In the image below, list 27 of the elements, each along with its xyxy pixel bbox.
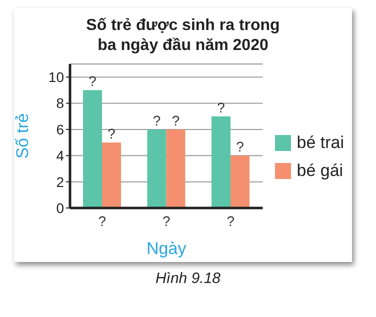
bar: [230, 156, 250, 208]
data-label: ?: [108, 126, 116, 142]
x-tick-label: ?: [226, 212, 235, 229]
chart-title: Số trẻ được sinh ra trong ba ngày đầu năm 2020: [85, 16, 281, 56]
y-tick-label: 10: [48, 69, 64, 86]
y-tick-label: 0: [56, 200, 64, 216]
data-label: ?: [152, 112, 161, 128]
y-tick-label: 4: [56, 148, 64, 164]
y-axis-title: Số trẻ: [13, 113, 32, 159]
bar: [102, 142, 121, 208]
x-tick-label: ?: [98, 212, 106, 229]
legend-label: bé gái: [296, 160, 344, 182]
data-label: ?: [172, 112, 180, 128]
y-tick-label: 8: [56, 95, 64, 112]
data-label: ?: [217, 99, 226, 116]
bar: [212, 116, 230, 208]
data-label: ?: [88, 73, 97, 90]
x-tick-label: ?: [162, 212, 170, 229]
x-axis-title: Ngày: [146, 239, 187, 258]
y-tick-label: 2: [56, 174, 64, 190]
data-label: ?: [236, 138, 244, 155]
bar: [147, 129, 166, 208]
bar: [83, 90, 102, 208]
bar: [166, 129, 186, 208]
y-tick-label: 6: [56, 121, 64, 138]
legend-label: bé trai: [296, 132, 344, 154]
text: Hình 9.18: [154, 270, 222, 287]
